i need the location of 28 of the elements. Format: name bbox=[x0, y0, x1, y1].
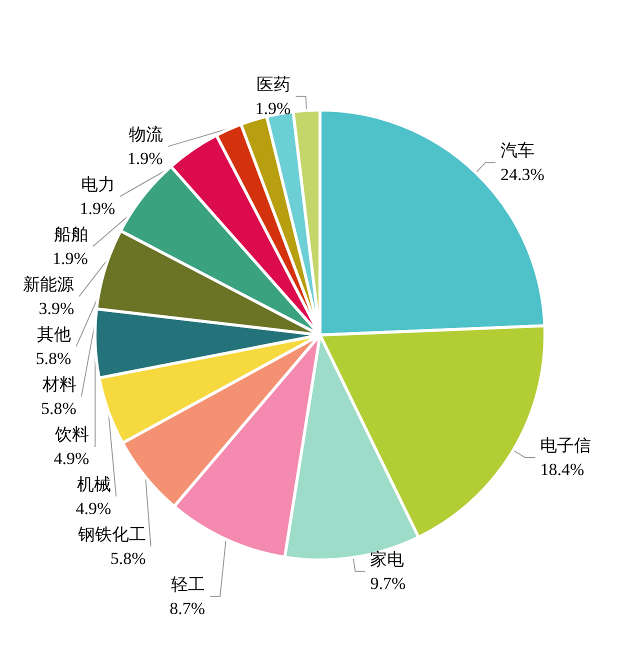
slice-label: 材料 bbox=[41, 374, 76, 394]
slice-label: 电力 bbox=[81, 174, 116, 194]
data-label: 18.4% bbox=[540, 460, 584, 480]
data-label: 24.3% bbox=[500, 165, 544, 184]
data-label: 9.7% bbox=[370, 574, 406, 593]
slice-label: 其他 bbox=[37, 324, 72, 344]
data-label: 4.9% bbox=[76, 498, 112, 518]
slice-label: 家电 bbox=[370, 550, 404, 569]
slice-label: 医药 bbox=[256, 74, 291, 94]
slice-label: 船舶 bbox=[54, 224, 88, 244]
slice-label: 新能源 bbox=[23, 274, 74, 294]
data-label: 1.9% bbox=[127, 148, 163, 168]
data-label: 5.8% bbox=[36, 348, 72, 368]
data-label: 8.7% bbox=[170, 598, 206, 618]
slice-label: 物流 bbox=[128, 124, 163, 144]
slice-label: 机械 bbox=[77, 474, 112, 494]
data-label: 1.9% bbox=[80, 198, 116, 218]
data-label: 3.9% bbox=[38, 298, 74, 318]
data-label: 5.8% bbox=[110, 548, 146, 568]
data-label: 1.9% bbox=[52, 248, 88, 268]
data-label: 4.9% bbox=[54, 448, 90, 468]
data-label: 1.9% bbox=[255, 98, 291, 118]
slice-label: 汽车 bbox=[500, 141, 535, 160]
slice-label: 钢铁化工 bbox=[76, 524, 146, 544]
slice-label: 电子信 bbox=[540, 436, 592, 456]
slice-label: 轻工 bbox=[171, 574, 206, 594]
data-label: 5.8% bbox=[40, 398, 76, 418]
slice-label: 饮料 bbox=[54, 424, 90, 444]
